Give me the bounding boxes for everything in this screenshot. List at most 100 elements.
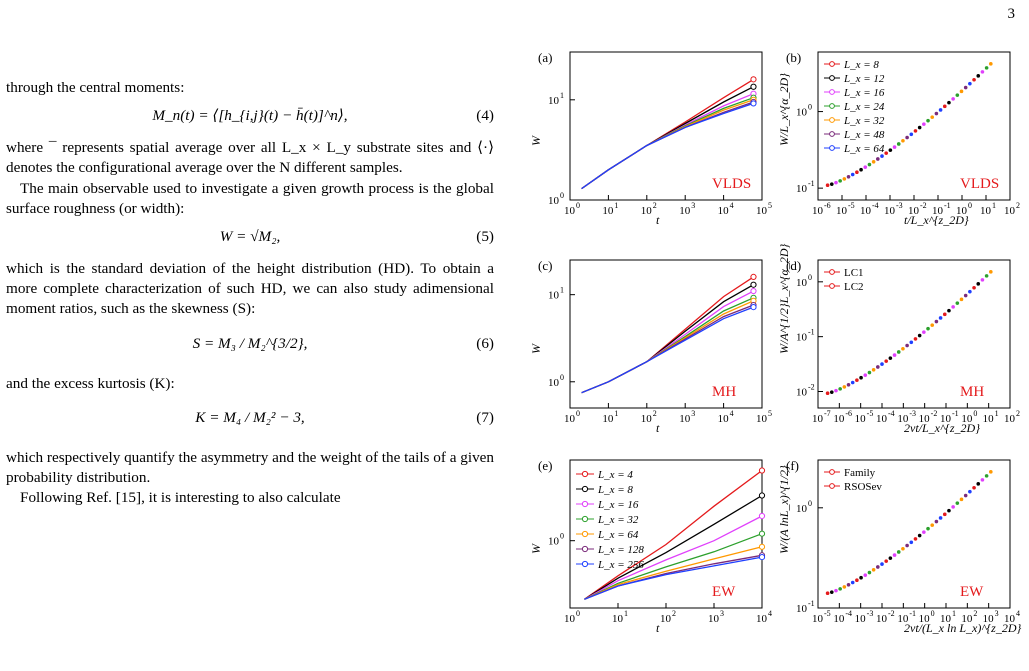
equation-7-math: K = M₄ / M₂² − 3, xyxy=(195,408,305,426)
collapse-point xyxy=(850,380,855,385)
series-end-marker xyxy=(758,467,766,474)
collapse-point xyxy=(989,62,993,66)
legend-label: L_x = 32 xyxy=(843,115,885,127)
equation-5-math: W = √M₂, xyxy=(219,228,281,246)
x-tick-exp: 2 xyxy=(1016,409,1020,418)
y-tick-label: 10 xyxy=(548,536,560,548)
collapse-point xyxy=(871,159,876,164)
x-tick-exp: -2 xyxy=(920,201,927,210)
x-tick-exp: 0 xyxy=(931,609,935,618)
collapse-point xyxy=(880,562,884,566)
collapse-point xyxy=(909,340,914,345)
paragraph-where: where ¯ represents spatial average over … xyxy=(6,139,494,177)
collapse-point xyxy=(968,489,972,494)
x-tick-label: 10 xyxy=(812,613,824,625)
collapse-point xyxy=(834,588,838,593)
collapse-point xyxy=(926,326,930,331)
collapse-point xyxy=(930,115,935,119)
legend-label: L_x = 16 xyxy=(843,87,885,99)
collapse-point xyxy=(905,135,909,140)
y-tick-exp: 1 xyxy=(560,286,564,295)
axes-frame xyxy=(569,259,763,409)
paragraph-following-ref: Following Ref. [15], it is interesting t… xyxy=(20,489,341,507)
model-label: MH xyxy=(960,384,984,400)
collapse-point xyxy=(842,177,847,181)
x-tick-exp: -4 xyxy=(888,409,895,418)
series-line xyxy=(584,494,763,600)
model-label: VLDS xyxy=(712,176,751,192)
legend-label: L_x = 4 xyxy=(597,469,633,481)
legend-label: L_x = 64 xyxy=(843,143,885,155)
collapse-point xyxy=(909,540,914,545)
y-tick-exp: -1 xyxy=(808,599,815,608)
collapse-point xyxy=(917,125,922,130)
x-tick-label: 10 xyxy=(897,613,909,625)
series-end-marker xyxy=(750,281,757,288)
y-axis-label: W xyxy=(529,543,543,554)
x-tick-label: 10 xyxy=(897,413,909,425)
collapse-point xyxy=(876,365,880,369)
collapse-point xyxy=(855,378,859,382)
collapse-point xyxy=(880,154,884,158)
x-tick-exp: 2 xyxy=(973,609,977,618)
collapse-point xyxy=(850,172,855,177)
y-tick-exp: -2 xyxy=(808,382,815,391)
collapse-point xyxy=(972,285,976,290)
x-tick-label: 10 xyxy=(855,413,867,425)
axes-frame xyxy=(817,259,1011,409)
collapse-point xyxy=(863,573,868,577)
x-tick-exp: 3 xyxy=(995,609,999,618)
collapse-point xyxy=(846,582,851,587)
figure-roughness-panels: 10 0 10 1 10 2 10 3 10 4 10 5 10 0 10 1 (a) t W VLDS 10 -6 10-… xyxy=(518,42,1025,664)
collapse-point xyxy=(838,179,842,183)
collapse-point xyxy=(838,387,842,391)
legend-marker xyxy=(829,61,835,67)
panel-b: 10 -6 10 -5 10 -4 10 -3 10 -2 10 -1 10 0 10 1 10 210 -110 0… xyxy=(777,50,1020,227)
x-tick-exp: 1 xyxy=(624,609,628,618)
y-tick-label: 10 xyxy=(548,377,560,389)
y-tick-exp: 0 xyxy=(808,273,812,282)
x-tick-exp: 1 xyxy=(614,409,618,418)
collapse-point xyxy=(959,497,964,502)
y-tick-label: 10 xyxy=(548,95,560,107)
series-end-marker xyxy=(758,530,766,537)
x-tick-label: 10 xyxy=(679,205,691,217)
y-tick-label: 10 xyxy=(548,195,560,207)
x-tick-label: 10 xyxy=(756,205,768,217)
x-tick-exp: -3 xyxy=(867,609,874,618)
panel-label: (c) xyxy=(538,258,552,273)
x-tick-label: 10 xyxy=(884,205,896,217)
collapse-point xyxy=(876,565,880,569)
legend-label: LC1 xyxy=(844,267,864,279)
series-line xyxy=(581,86,754,190)
x-tick-exp: -1 xyxy=(909,609,916,618)
legend-marker xyxy=(581,515,589,523)
legend-label: L_x = 256 xyxy=(597,559,644,571)
collapse-point xyxy=(980,70,985,74)
x-tick-exp: -6 xyxy=(845,409,852,418)
x-tick-label: 10 xyxy=(679,413,691,425)
collapse-point xyxy=(842,385,847,389)
y-tick-exp: 0 xyxy=(808,103,812,112)
x-tick-label: 10 xyxy=(980,205,992,217)
collapse-point xyxy=(989,470,993,474)
collapse-point xyxy=(963,293,968,298)
collapse-point xyxy=(825,391,830,396)
x-tick-exp: 2 xyxy=(672,609,676,618)
y-axis-label: W/(A lnL_x)^{1/2} xyxy=(777,465,791,554)
collapse-point xyxy=(922,122,926,126)
legend-label: L_x = 48 xyxy=(843,129,885,141)
legend-marker xyxy=(829,469,835,475)
y-axis-label: W/L_x^{α_2D} xyxy=(777,73,791,146)
collapse-point xyxy=(901,546,905,551)
x-tick-label: 10 xyxy=(956,205,968,217)
x-tick-exp: 1 xyxy=(995,409,999,418)
equation-4-math: M_n(t) = ⟨[h_{i,j}(t) − h̄(t)]^n⟩, xyxy=(152,107,348,125)
collapse-point xyxy=(888,356,893,360)
x-tick-exp: -5 xyxy=(824,609,831,618)
collapse-point xyxy=(892,353,897,357)
panel-d: 10 -7 10 -6 10 -5 10 -4 10 -3 10 -2 10 -1 10 0 10 1 10 210-… xyxy=(777,244,1020,435)
collapse-point xyxy=(959,89,964,94)
legend-marker xyxy=(829,483,835,489)
